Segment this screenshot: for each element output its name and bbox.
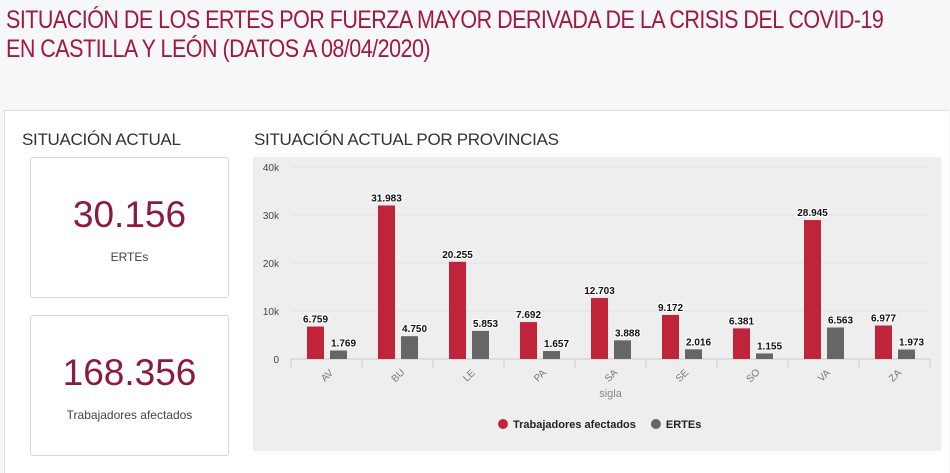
bar-ertes bbox=[898, 349, 915, 359]
x-axis-title: sigla bbox=[599, 388, 623, 400]
data-label: 5.853 bbox=[473, 319, 498, 330]
bar-trabajadores bbox=[875, 325, 892, 359]
x-tick-label: LE bbox=[461, 368, 478, 385]
bar-ertes bbox=[543, 351, 560, 359]
data-label: 6.381 bbox=[729, 316, 754, 327]
data-label: 1.973 bbox=[899, 338, 924, 349]
data-label: 2.016 bbox=[686, 337, 711, 348]
x-tick-label: SA bbox=[603, 367, 620, 384]
bar-trabajadores bbox=[733, 328, 750, 359]
kpi-card-trabajadores: 168.356 Trabajadores afectados bbox=[30, 315, 229, 456]
y-tick-label: 0 bbox=[273, 355, 279, 366]
data-label: 9.172 bbox=[658, 303, 683, 314]
bar-chart: 0 10k 20k 30k 40k AV 6.759 1.769 BU 31.983 4.750 LE… bbox=[253, 157, 941, 451]
data-label: 1.155 bbox=[757, 341, 782, 352]
page-title: SITUACIÓN DE LOS ERTES POR FUERZA MAYOR … bbox=[6, 6, 950, 64]
y-tick-label: 10k bbox=[263, 307, 280, 318]
kpi-label: ERTEs bbox=[110, 250, 149, 264]
bar-ertes bbox=[685, 349, 702, 359]
data-label: 12.703 bbox=[584, 286, 615, 297]
x-tick-label: SO bbox=[745, 367, 763, 385]
kpi-value: 30.156 bbox=[72, 194, 187, 235]
y-tick-label: 40k bbox=[263, 163, 280, 174]
data-label: 20.255 bbox=[442, 250, 473, 261]
legend-item: ERTEs bbox=[666, 419, 701, 431]
bar-trabajadores bbox=[520, 322, 537, 359]
x-tick-label: SE bbox=[674, 367, 691, 384]
legend-item: Trabajadores afectados bbox=[513, 419, 636, 431]
data-label: 1.769 bbox=[331, 339, 356, 350]
x-tick-label: PA bbox=[532, 367, 549, 384]
legend-marker bbox=[498, 419, 508, 429]
bar-ertes bbox=[756, 353, 773, 359]
y-tick-label: 30k bbox=[263, 211, 280, 222]
data-label: 6.563 bbox=[828, 315, 853, 326]
provincias-heading: SITUACIÓN ACTUAL POR PROVINCIAS bbox=[254, 130, 559, 149]
bar-ertes bbox=[472, 330, 489, 359]
bar-trabajadores bbox=[662, 314, 679, 359]
data-label: 7.692 bbox=[516, 310, 541, 321]
y-tick-label: 20k bbox=[263, 259, 280, 270]
kpi-value: 168.356 bbox=[62, 352, 197, 393]
bar-chart-svg: 0 10k 20k 30k 40k AV 6.759 1.769 BU 31.983 4.750 LE… bbox=[263, 163, 931, 431]
data-label: 28.945 bbox=[797, 208, 828, 219]
bar-trabajadores bbox=[378, 205, 395, 359]
data-label: 6.759 bbox=[303, 315, 328, 326]
bar-trabajadores bbox=[449, 261, 466, 359]
data-label: 3.888 bbox=[615, 328, 640, 339]
data-label: 4.750 bbox=[402, 324, 427, 335]
kpi-label: Trabajadores afectados bbox=[66, 408, 193, 422]
bar-ertes bbox=[401, 336, 418, 359]
bar-ertes bbox=[330, 350, 347, 359]
bar-ertes bbox=[827, 327, 844, 359]
bar-trabajadores bbox=[307, 326, 324, 359]
data-label: 1.657 bbox=[544, 339, 569, 350]
x-tick-label: BU bbox=[390, 367, 408, 385]
title-line-1: SITUACIÓN DE LOS ERTES POR FUERZA MAYOR … bbox=[6, 6, 884, 34]
bar-trabajadores bbox=[591, 298, 608, 359]
x-tick-label: ZA bbox=[887, 367, 904, 384]
data-label: 31.983 bbox=[371, 193, 402, 204]
title-line-2: EN CASTILLA Y LEÓN (DATOS A 08/04/2020) bbox=[6, 35, 431, 63]
x-tick-label: VA bbox=[816, 367, 833, 384]
bar-trabajadores bbox=[804, 220, 821, 359]
situacion-actual-heading: SITUACIÓN ACTUAL bbox=[22, 130, 181, 149]
kpi-card-ertes: 30.156 ERTEs bbox=[30, 157, 229, 298]
x-tick-label: AV bbox=[319, 367, 336, 384]
data-label: 6.977 bbox=[871, 314, 896, 325]
bar-ertes bbox=[614, 340, 631, 359]
legend-marker bbox=[650, 419, 661, 429]
